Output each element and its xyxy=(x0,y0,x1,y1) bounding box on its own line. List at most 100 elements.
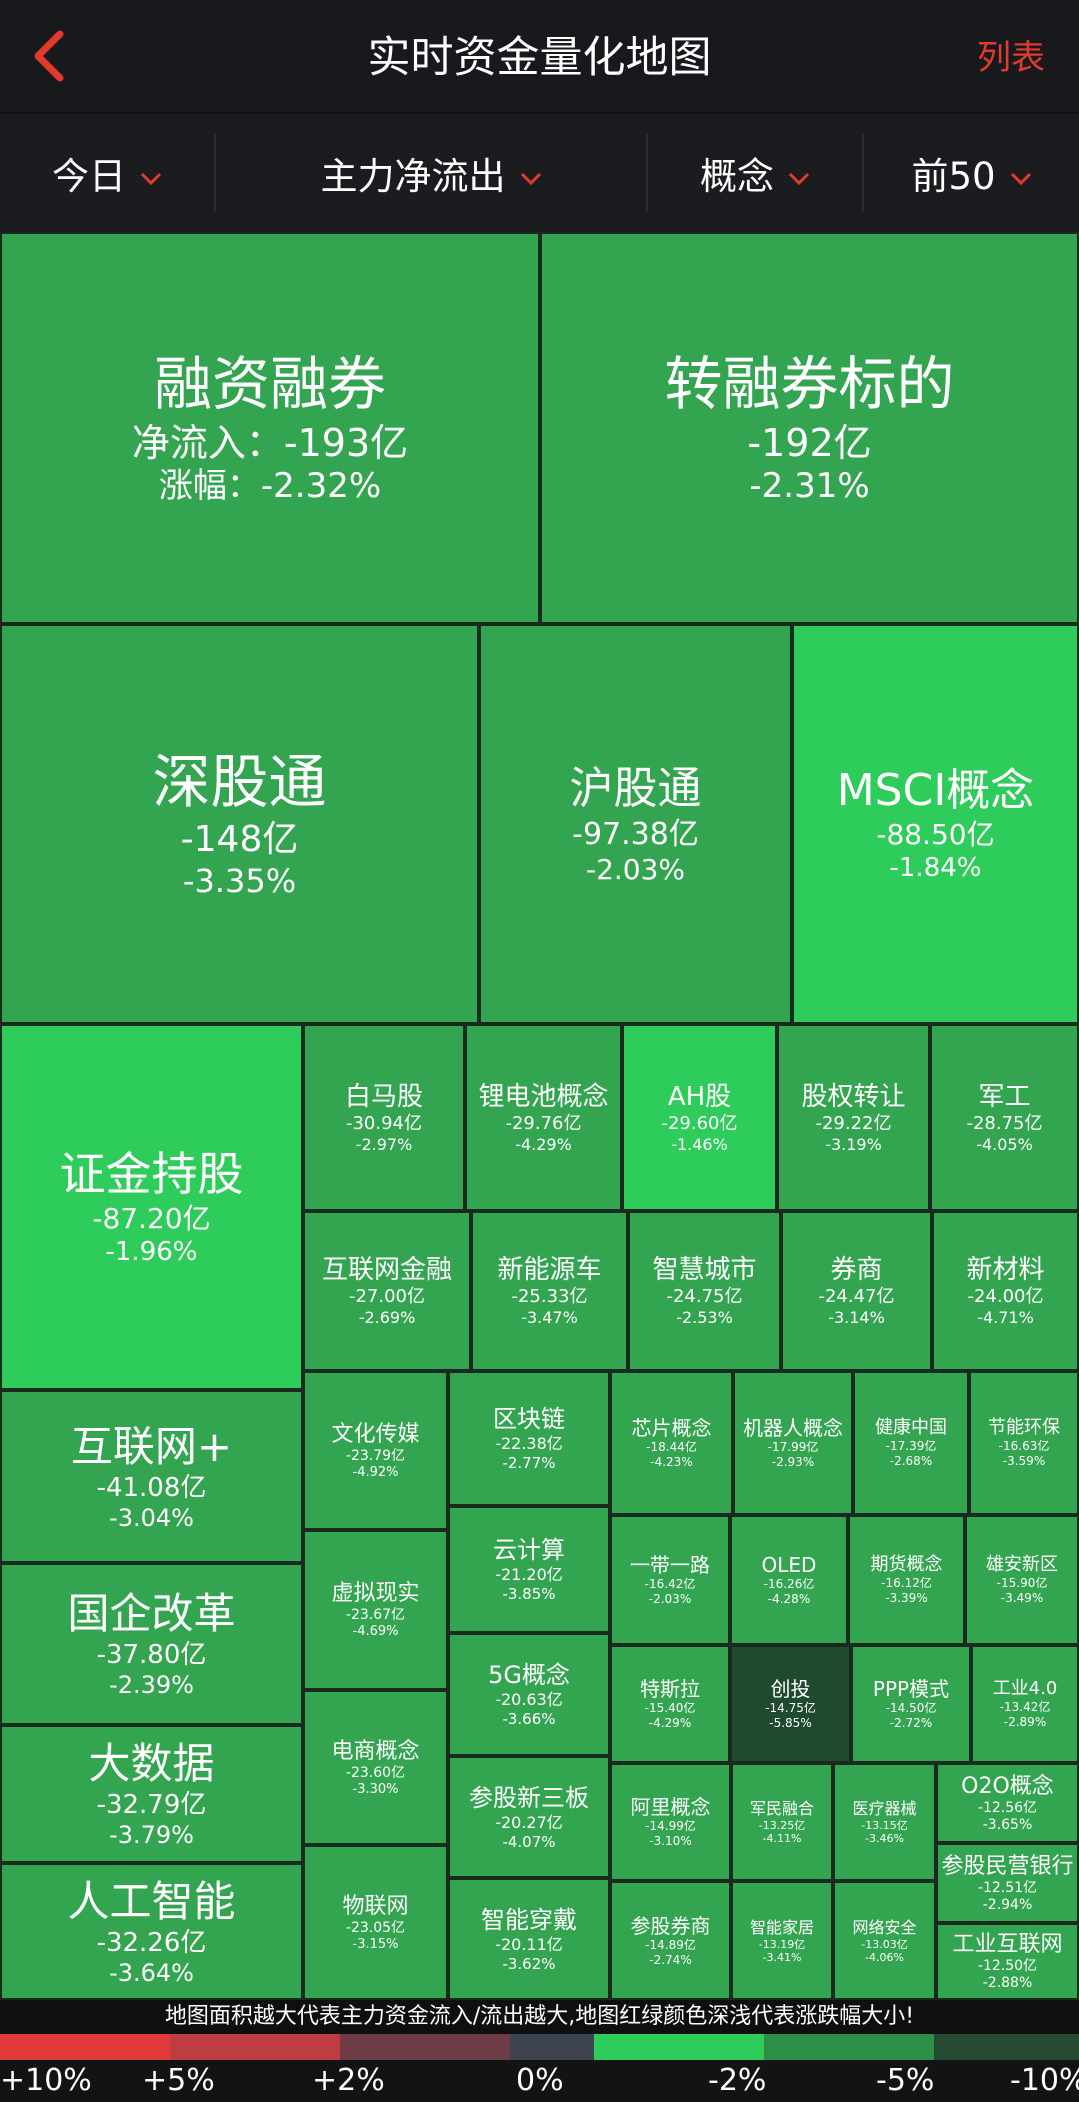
treemap-tile[interactable]: AH股 -29.60亿 -1.46% xyxy=(622,1024,777,1211)
tile-name: 智能家居 xyxy=(749,1917,814,1937)
treemap-tile[interactable]: OLED -16.26亿 -4.28% xyxy=(730,1515,848,1645)
treemap-tile[interactable]: 参股民营银行 -12.51亿 -2.94% xyxy=(936,1843,1079,1923)
tile-name: 工业互联网 xyxy=(952,1932,1063,1957)
treemap-tile[interactable]: 融资融券 净流入：-193亿 涨幅：-2.32% xyxy=(0,232,540,624)
tile-name: 智能穿戴 xyxy=(481,1905,577,1934)
tile-name: 转融券标的 xyxy=(664,350,955,418)
tile-net-flow: -97.38亿 xyxy=(572,816,699,852)
treemap-tile[interactable]: 医疗器械 -13.15亿 -3.46% xyxy=(833,1763,936,1881)
tile-name: 工业4.0 xyxy=(992,1678,1058,1699)
treemap-tile[interactable]: 工业互联网 -12.50亿 -2.88% xyxy=(936,1923,1079,2000)
tile-name: 证金持股 xyxy=(59,1147,244,1201)
treemap-tile[interactable]: 创投 -14.75亿 -5.85% xyxy=(730,1645,851,1763)
treemap-tile[interactable]: 期货概念 -16.12亿 -3.39% xyxy=(848,1515,965,1645)
treemap-tile[interactable]: 智能穿戴 -20.11亿 -3.62% xyxy=(448,1878,610,2000)
legend-swatch xyxy=(170,2034,340,2060)
tile-change: -2.93% xyxy=(771,1455,815,1469)
treemap-tile[interactable]: 大数据 -32.79亿 -3.79% xyxy=(0,1725,303,1863)
treemap-tile[interactable]: 电商概念 -23.60亿 -3.30% xyxy=(303,1690,448,1845)
legend-tick-label: +2% xyxy=(312,2063,385,2098)
treemap-tile[interactable]: 芯片概念 -18.44亿 -4.23% xyxy=(610,1371,733,1515)
treemap-tile[interactable]: 云计算 -21.20亿 -3.85% xyxy=(448,1506,610,1633)
treemap-tile[interactable]: 转融券标的 -192亿 -2.31% xyxy=(540,232,1079,624)
treemap-tile[interactable]: 白马股 -30.94亿 -2.97% xyxy=(303,1024,465,1211)
tile-change: -3.19% xyxy=(825,1134,882,1154)
map-legend-note: 地图面积越大代表主力资金流入/流出越大,地图红绿颜色深浅代表涨跌幅大小! xyxy=(0,2000,1079,2034)
treemap-tile[interactable]: 雄安新区 -15.90亿 -3.49% xyxy=(965,1515,1079,1645)
treemap-tile[interactable]: 虚拟现实 -23.67亿 -4.69% xyxy=(303,1530,448,1690)
treemap-tile[interactable]: 国企改革 -37.80亿 -2.39% xyxy=(0,1563,303,1725)
tile-name: 特斯拉 xyxy=(640,1677,700,1701)
treemap-tile[interactable]: 健康中国 -17.39亿 -2.68% xyxy=(853,1371,969,1515)
treemap-tile[interactable]: 券商 -24.47亿 -3.14% xyxy=(781,1211,932,1371)
treemap-tile[interactable]: 特斯拉 -15.40亿 -4.29% xyxy=(610,1645,730,1763)
header-bar: 实时资金量化地图 列表 xyxy=(0,0,1079,112)
treemap-tile[interactable]: 深股通 -148亿 -3.35% xyxy=(0,624,479,1024)
treemap-tile[interactable]: MSCI概念 -88.50亿 -1.84% xyxy=(792,624,1079,1024)
tile-net-flow: -20.63亿 xyxy=(495,1690,563,1709)
tile-change: -2.03% xyxy=(585,852,686,886)
period-label: 今日 xyxy=(52,155,126,198)
treemap-tile[interactable]: 锂电池概念 -29.76亿 -4.29% xyxy=(465,1024,622,1211)
treemap-tile[interactable]: 网络安全 -13.03亿 -4.06% xyxy=(833,1881,936,2000)
category-dropdown[interactable]: 概念 xyxy=(648,114,862,232)
treemap-tile[interactable]: PPP模式 -14.50亿 -2.72% xyxy=(851,1645,971,1763)
metric-dropdown[interactable]: 主力净流出 xyxy=(216,114,646,232)
treemap-tile[interactable]: 机器人概念 -17.99亿 -2.93% xyxy=(733,1371,853,1515)
treemap-tile[interactable]: 智能家居 -13.19亿 -3.41% xyxy=(731,1881,833,2000)
treemap-tile[interactable]: 节能环保 -16.63亿 -3.59% xyxy=(969,1371,1079,1515)
chevron-down-icon xyxy=(140,152,162,195)
treemap-tile[interactable]: 军工 -28.75亿 -4.05% xyxy=(930,1024,1079,1211)
treemap-tile[interactable]: 军民融合 -13.25亿 -4.11% xyxy=(731,1763,833,1881)
tile-name: 融资融券 xyxy=(153,350,386,418)
category-label: 概念 xyxy=(700,155,774,198)
treemap-tile[interactable]: 新能源车 -25.33亿 -3.47% xyxy=(471,1211,628,1371)
tile-change: -3.10% xyxy=(649,1834,692,1848)
treemap-tile[interactable]: 一带一路 -16.42亿 -2.03% xyxy=(610,1515,730,1645)
treemap-tile[interactable]: 人工智能 -32.26亿 -3.64% xyxy=(0,1863,303,2000)
tile-name: 军工 xyxy=(978,1081,1031,1112)
treemap-tile[interactable]: 互联网+ -41.08亿 -3.04% xyxy=(0,1390,303,1563)
treemap-tile[interactable]: 新材料 -24.00亿 -4.71% xyxy=(932,1211,1079,1371)
tile-net-flow: -14.89亿 xyxy=(645,1937,696,1952)
tile-name: AH股 xyxy=(667,1081,732,1112)
topn-dropdown[interactable]: 前50 xyxy=(864,114,1079,232)
tile-name: 电商概念 xyxy=(331,1738,420,1764)
tile-change: -2.72% xyxy=(889,1716,933,1730)
tile-net-flow: -24.00亿 xyxy=(967,1286,1044,1307)
treemap-tile[interactable]: 互联网金融 -27.00亿 -2.69% xyxy=(303,1211,471,1371)
treemap-tile[interactable]: O2O概念 -12.56亿 -3.65% xyxy=(936,1763,1079,1843)
tile-change: -2.94% xyxy=(982,1896,1033,1913)
treemap-tile[interactable]: 智慧城市 -24.75亿 -2.53% xyxy=(628,1211,781,1371)
tile-change: -4.07% xyxy=(502,1832,556,1851)
tile-name: 节能环保 xyxy=(988,1417,1060,1438)
tile-net-flow: -30.94亿 xyxy=(345,1112,423,1134)
tile-change: -3.66% xyxy=(502,1710,556,1728)
treemap-tile[interactable]: 5G概念 -20.63亿 -3.66% xyxy=(448,1633,610,1756)
tile-name: 新能源车 xyxy=(497,1255,602,1285)
treemap-tile[interactable]: 参股新三板 -20.27亿 -4.07% xyxy=(448,1756,610,1878)
tile-name: 白马股 xyxy=(344,1081,423,1112)
treemap-tile[interactable]: 阿里概念 -14.99亿 -3.10% xyxy=(610,1763,731,1881)
treemap-tile[interactable]: 工业4.0 -13.42亿 -2.89% xyxy=(971,1645,1079,1763)
tile-net-flow: -41.08亿 xyxy=(96,1472,207,1503)
tile-change: -4.92% xyxy=(352,1464,399,1480)
topn-label: 前50 xyxy=(911,155,996,198)
treemap-tile[interactable]: 区块链 -22.38亿 -2.77% xyxy=(448,1371,610,1506)
chevron-down-icon xyxy=(788,152,810,195)
tile-net-flow: -15.90亿 xyxy=(996,1576,1048,1590)
back-chevron-icon[interactable] xyxy=(30,30,70,82)
tile-change: -2.74% xyxy=(649,1952,692,1967)
treemap-tile[interactable]: 证金持股 -87.20亿 -1.96% xyxy=(0,1024,303,1390)
treemap-tile[interactable]: 参股券商 -14.89亿 -2.74% xyxy=(610,1881,731,2000)
treemap-tile[interactable]: 沪股通 -97.38亿 -2.03% xyxy=(479,624,792,1024)
tile-change: -2.97% xyxy=(355,1134,413,1154)
treemap-tile[interactable]: 股权转让 -29.22亿 -3.19% xyxy=(777,1024,930,1211)
treemap-tile[interactable]: 文化传媒 -23.79亿 -4.92% xyxy=(303,1371,448,1530)
tile-name: 医疗器械 xyxy=(852,1799,917,1818)
tile-net-flow: -23.60亿 xyxy=(345,1764,406,1781)
list-view-button[interactable]: 列表 xyxy=(977,38,1045,78)
tile-net-flow: -24.75亿 xyxy=(666,1286,743,1307)
period-dropdown[interactable]: 今日 xyxy=(0,114,214,232)
treemap-tile[interactable]: 物联网 -23.05亿 -3.15% xyxy=(303,1845,448,2000)
